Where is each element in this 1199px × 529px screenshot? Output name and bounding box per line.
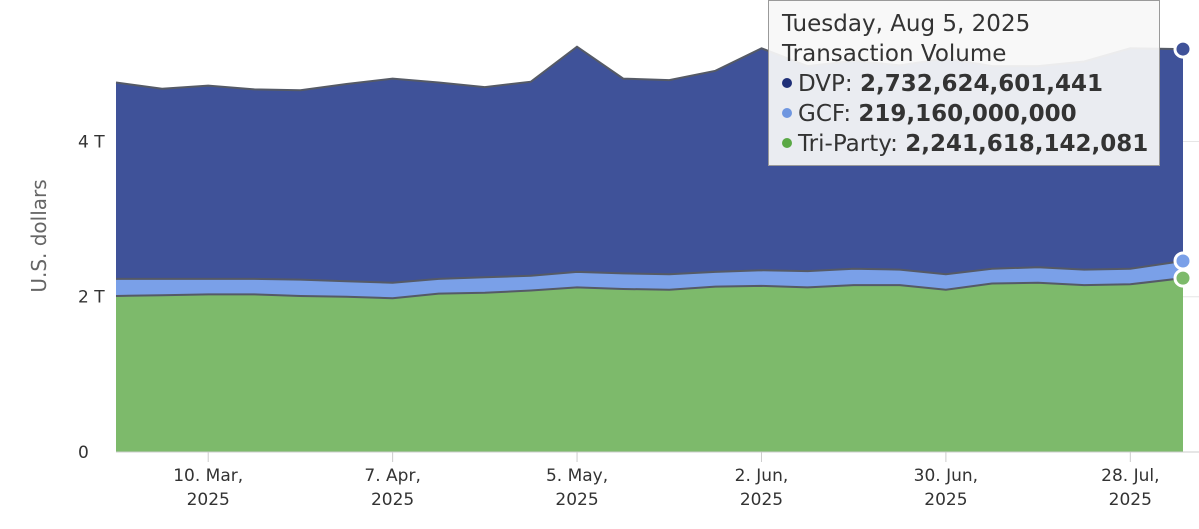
x-tick-label: 2. Jun, bbox=[735, 466, 789, 486]
x-tick-year: 2025 bbox=[1109, 490, 1152, 510]
tooltip-series-value: 2,241,618,142,081 bbox=[905, 131, 1149, 157]
tooltip-series-name: Tri-Party bbox=[798, 131, 891, 157]
gcf-dot-icon bbox=[782, 108, 792, 118]
tooltip-series-name: GCF bbox=[798, 101, 844, 127]
x-tick-label: 5. May, bbox=[546, 466, 608, 486]
tri-party-dot-icon bbox=[782, 138, 792, 148]
tooltip-series-value: 219,160,000,000 bbox=[858, 101, 1077, 127]
marker-dvp bbox=[1173, 39, 1193, 59]
tooltip-series-name: DVP bbox=[798, 71, 845, 97]
y-tick-label: 0 bbox=[78, 443, 89, 463]
x-tick-label: 10. Mar, bbox=[173, 466, 243, 486]
tooltip-title: Transaction Volume bbox=[782, 41, 1007, 67]
x-tick-label: 7. Apr, bbox=[364, 466, 420, 486]
tooltip-series-value: 2,732,624,601,441 bbox=[859, 71, 1103, 97]
tooltip-row-tri-party: Tri-Party: 2,241,618,142,081 bbox=[782, 129, 1149, 159]
y-axis-ticks: 0 2 T 4 T bbox=[78, 132, 105, 463]
tooltip-date: Tuesday, Aug 5, 2025 bbox=[782, 11, 1031, 37]
tooltip: Tuesday, Aug 5, 2025 Transaction Volume … bbox=[768, 0, 1160, 166]
area-tri-party[interactable] bbox=[116, 278, 1183, 452]
x-tick-label: 28. Jul, bbox=[1101, 466, 1159, 486]
marker-tri-party bbox=[1173, 268, 1193, 288]
x-tick-year: 2025 bbox=[924, 490, 967, 510]
x-tick-year: 2025 bbox=[555, 490, 598, 510]
x-tick-year: 2025 bbox=[187, 490, 230, 510]
y-axis-label: U.S. dollars bbox=[27, 179, 51, 292]
area-gcf[interactable] bbox=[116, 261, 1183, 299]
x-axis-ticks: 10. Mar, 2025 7. Apr, 2025 5. May, 2025 2. Jun… bbox=[116, 451, 1199, 510]
y-tick-label: 4 T bbox=[78, 132, 105, 152]
series-line-gcf bbox=[116, 260, 1184, 284]
tooltip-row-dvp: DVP: 2,732,624,601,441 bbox=[782, 69, 1146, 99]
tooltip-row-gcf: GCF: 219,160,000,000 bbox=[782, 99, 1146, 129]
x-tick-year: 2025 bbox=[371, 490, 414, 510]
series-line-tri-party bbox=[115, 277, 1184, 300]
x-tick-year: 2025 bbox=[740, 490, 783, 510]
dvp-dot-icon bbox=[782, 78, 792, 88]
marker-gcf bbox=[1173, 251, 1193, 271]
y-tick-label: 2 T bbox=[78, 288, 105, 308]
hover-markers bbox=[1173, 39, 1193, 288]
x-tick-label: 30. Jun, bbox=[914, 466, 978, 486]
